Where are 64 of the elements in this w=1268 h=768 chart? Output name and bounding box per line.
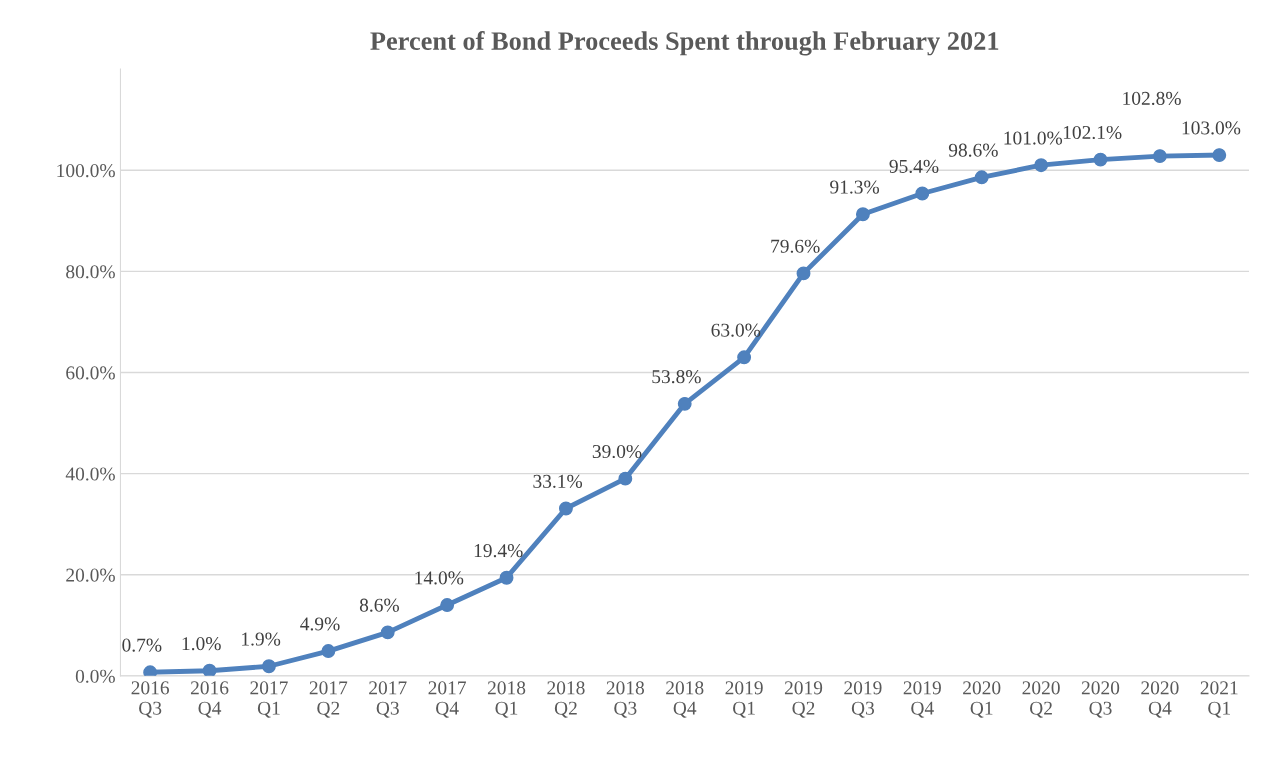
x-tick-label: 2019 Q1 bbox=[725, 681, 763, 718]
point bbox=[796, 266, 811, 281]
data-label: 98.6% bbox=[948, 143, 998, 157]
point bbox=[1212, 148, 1227, 163]
x-tick-label: 2020 Q3 bbox=[1081, 681, 1120, 718]
point bbox=[1093, 152, 1108, 167]
point bbox=[737, 350, 752, 365]
chart-title: Percent of Bond Proceeds Spent through February 2021 bbox=[370, 31, 999, 56]
point bbox=[380, 625, 395, 640]
x-tick-label: 2017 Q4 bbox=[428, 681, 467, 718]
x-tick-label: 2021 Q1 bbox=[1200, 681, 1238, 718]
point bbox=[618, 471, 633, 486]
data-label: 103.0% bbox=[1182, 121, 1241, 135]
data-label: 33.1% bbox=[533, 474, 583, 488]
x-tick-label: 2016 Q3 bbox=[131, 681, 170, 718]
point bbox=[262, 659, 276, 674]
data-label: 39.0% bbox=[592, 444, 642, 459]
x-tick-label: 2019 Q4 bbox=[903, 681, 941, 718]
data-label: 1.0% bbox=[182, 637, 221, 651]
data-label: 102.8% bbox=[1123, 91, 1181, 105]
point bbox=[1152, 149, 1167, 164]
y-tick-label: 0.0% bbox=[75, 669, 115, 683]
data-label: 101.0% bbox=[1004, 131, 1063, 145]
x-tick-label: 2016 Q4 bbox=[190, 681, 229, 718]
x-tick-label: 2018 Q3 bbox=[606, 681, 645, 718]
data-label: 14.0% bbox=[415, 571, 464, 585]
data-label: 95.4% bbox=[889, 159, 939, 173]
point bbox=[321, 644, 336, 659]
y-tick-label: 80.0% bbox=[66, 265, 115, 279]
x-tick-label: 2019 Q2 bbox=[784, 681, 823, 718]
point bbox=[558, 501, 573, 516]
point bbox=[677, 396, 692, 411]
data-label: 19.4% bbox=[474, 544, 523, 558]
point bbox=[915, 186, 930, 201]
x-tick-label: 2017 Q1 bbox=[250, 681, 288, 718]
x-tick-label: 2017 Q3 bbox=[369, 681, 407, 718]
point bbox=[974, 170, 989, 185]
y-tick-label: 100.0% bbox=[57, 164, 115, 178]
data-label: 63.0% bbox=[711, 323, 761, 337]
data-label: 102.1% bbox=[1063, 125, 1122, 140]
point bbox=[202, 663, 217, 676]
x-tick-label: 2018 Q1 bbox=[487, 681, 526, 718]
data-label: 0.7% bbox=[122, 638, 162, 652]
x-tick-label: 2019 Q3 bbox=[844, 681, 882, 718]
point bbox=[143, 665, 158, 676]
x-tick-label: 2020 Q1 bbox=[963, 681, 1001, 718]
point bbox=[855, 207, 870, 222]
point bbox=[1034, 158, 1049, 173]
y-tick-label: 20.0% bbox=[66, 568, 115, 582]
y-tick-label: 40.0% bbox=[65, 467, 115, 481]
data-label: 1.9% bbox=[242, 632, 281, 646]
data-label: 79.6% bbox=[771, 239, 820, 253]
x-tick-label: 2018 Q2 bbox=[547, 681, 585, 718]
y-tick-label: 60.0% bbox=[66, 366, 115, 380]
point bbox=[440, 598, 455, 613]
x-tick-label: 2020 Q4 bbox=[1141, 681, 1179, 718]
point bbox=[499, 570, 514, 585]
x-tick-label: 2020 Q2 bbox=[1022, 681, 1060, 718]
data-label: 4.9% bbox=[300, 617, 340, 631]
data-label: 8.6% bbox=[359, 598, 399, 612]
x-tick-label: 2018 Q4 bbox=[666, 681, 704, 718]
x-tick-label: 2017 Q2 bbox=[309, 681, 348, 718]
data-label: 53.8% bbox=[652, 370, 701, 384]
data-label: 91.3% bbox=[830, 180, 880, 194]
